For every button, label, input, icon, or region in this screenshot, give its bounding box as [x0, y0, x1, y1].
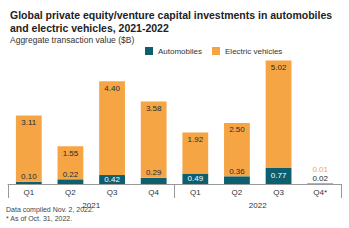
svg-text:0.02: 0.02: [312, 174, 328, 183]
svg-text:Electric vehicles: Electric vehicles: [225, 47, 282, 56]
svg-text:Global private equity/venture: Global private equity/venture capital in…: [10, 9, 335, 21]
svg-text:Aggregate transaction value ($: Aggregate transaction value ($B): [10, 35, 134, 45]
svg-text:Data compiled Nov. 2, 2022.: Data compiled Nov. 2, 2022.: [6, 206, 94, 214]
svg-text:2022: 2022: [249, 201, 267, 210]
svg-text:0.42: 0.42: [104, 175, 120, 184]
svg-text:1.92: 1.92: [188, 135, 204, 144]
svg-text:Q3: Q3: [273, 188, 284, 197]
svg-text:Q2: Q2: [232, 188, 243, 197]
svg-text:3.11: 3.11: [21, 118, 37, 127]
svg-text:0.10: 0.10: [21, 172, 37, 181]
svg-text:2021: 2021: [82, 201, 100, 210]
svg-text:0.29: 0.29: [146, 168, 162, 177]
svg-text:0.36: 0.36: [229, 167, 245, 176]
svg-text:2.50: 2.50: [229, 125, 245, 134]
svg-text:* As of Oct. 31, 2022.: * As of Oct. 31, 2022.: [6, 215, 72, 222]
svg-text:4.40: 4.40: [104, 84, 120, 93]
svg-text:1.55: 1.55: [63, 149, 79, 158]
svg-text:Q3: Q3: [107, 188, 118, 197]
svg-text:and electric vehicles, 2021-20: and electric vehicles, 2021-2022: [10, 22, 169, 34]
svg-text:0.22: 0.22: [63, 170, 79, 179]
svg-text:5.02: 5.02: [271, 63, 287, 72]
svg-text:Q2: Q2: [65, 188, 76, 197]
svg-text:0.77: 0.77: [271, 171, 287, 180]
svg-text:0.49: 0.49: [188, 174, 204, 183]
svg-text:Q1: Q1: [23, 188, 34, 197]
svg-text:Automobiles: Automobiles: [158, 47, 202, 56]
svg-text:Q1: Q1: [190, 188, 201, 197]
svg-text:3.58: 3.58: [146, 104, 162, 113]
svg-text:Q4: Q4: [148, 188, 159, 197]
svg-text:0.01: 0.01: [312, 165, 328, 174]
svg-text:Q4*: Q4*: [313, 188, 327, 197]
